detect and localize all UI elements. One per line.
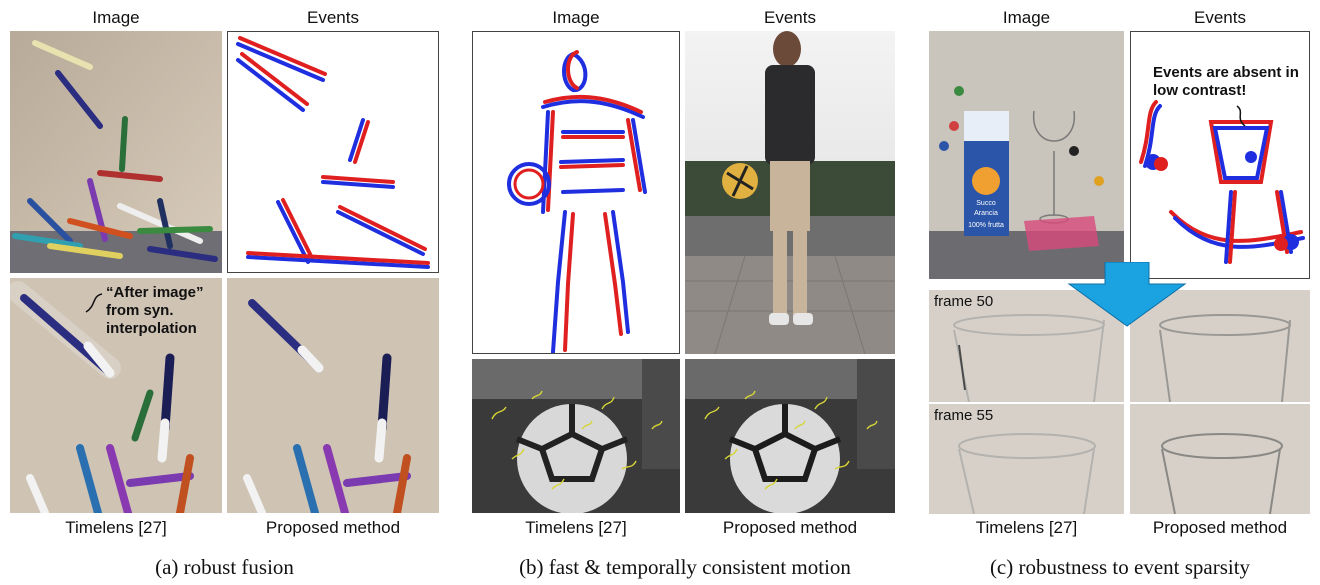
panel-c-proposed-frame55 (1130, 404, 1310, 514)
annotation-line: Events are absent in (1153, 64, 1299, 81)
panel-b-photo (685, 31, 895, 354)
carton-text: 100% frutta (968, 222, 1004, 229)
panel-c-photo: Succo Arancia 100% frutta (929, 31, 1124, 279)
down-arrow-icon (1067, 262, 1187, 327)
after-image-annotation: “After image” from syn. interpolation (106, 284, 222, 338)
annotation-line: interpolation (106, 320, 197, 337)
annotation-line: “After image” (106, 284, 204, 301)
panel-c-footer-timelens: Timelens [27] (975, 518, 1078, 537)
panel-a-caption: (a) robust fusion (155, 555, 294, 579)
annotation-line: low contrast! (1153, 82, 1247, 99)
panel-b-events (472, 31, 680, 354)
panel-a-image-top (10, 31, 222, 273)
panel-c-proposed-frame50 (1130, 290, 1310, 402)
panel-a-footer-timelens: Timelens [27] (65, 518, 167, 537)
annotation-line: from syn. (106, 302, 174, 319)
panel-c-events: Events are absent in low contrast! (1130, 31, 1310, 279)
panel-c-header-events: Events (1194, 8, 1246, 27)
panel-b-footer-timelens: Timelens [27] (525, 518, 627, 537)
events-absent-annotation: Events are absent in low contrast! (1153, 64, 1309, 100)
panel-a-header-events: Events (307, 8, 359, 27)
panel-c-timelens-frame50: frame 50 (929, 290, 1124, 402)
panel-b-footer-proposed: Proposed method (722, 518, 858, 537)
panel-a-proposed (227, 278, 439, 513)
panel-b-caption: (b) fast & temporally consistent motion (519, 555, 851, 579)
panel-a-footer-proposed: Proposed method (265, 518, 401, 537)
frame-55-label: frame 55 (934, 407, 994, 424)
panel-b-header-events: Events (764, 8, 816, 27)
panel-a-events-top (227, 31, 439, 273)
carton-text: Arancia (974, 210, 998, 217)
carton-text: Succo (976, 200, 996, 207)
panel-c-header-image: Image (1002, 8, 1051, 27)
panel-a-timelens: “After image” from syn. interpolation (10, 278, 222, 513)
panel-c-footer-proposed: Proposed method (1152, 518, 1288, 537)
panel-c-timelens-frame55: frame 55 (929, 404, 1124, 514)
panel-b-timelens (472, 359, 680, 513)
frame-50-label: frame 50 (934, 293, 994, 310)
panel-c-caption: (c) robustness to event sparsity (989, 555, 1251, 579)
panel-a-header-image: Image (92, 8, 140, 27)
panel-b-header-image: Image (552, 8, 600, 27)
panel-b-proposed (685, 359, 895, 513)
